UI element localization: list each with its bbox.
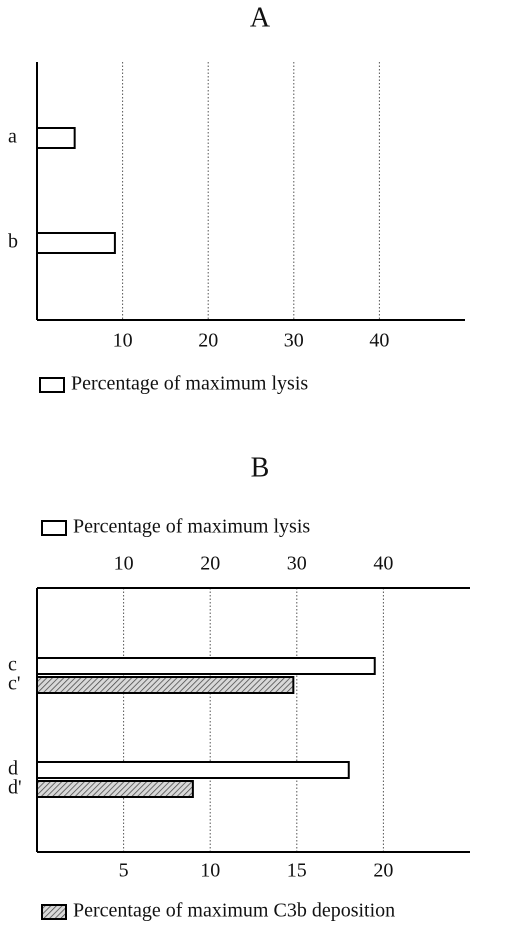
bar: [36, 676, 295, 694]
x-tick-label: 30: [284, 330, 304, 352]
bar: [36, 761, 350, 779]
x-tick-label: 40: [373, 553, 393, 575]
x2-tick-label: 10: [200, 860, 220, 882]
panels: A 10 20 30 40 a b Percentage of maximum lysis B 1…: [8, 2, 470, 922]
category-label: c': [8, 673, 20, 695]
x-tick-label: 10: [113, 330, 133, 352]
panel-title: B: [251, 452, 270, 483]
category-label: a: [8, 126, 17, 148]
category-label: c: [8, 654, 17, 676]
x-tick-label: 30: [287, 553, 307, 575]
legend-swatch: [41, 520, 67, 536]
x2-tick-label: 5: [119, 860, 129, 882]
x2-tick-label: 20: [373, 860, 393, 882]
bar: [36, 657, 376, 675]
category-label: d': [8, 777, 22, 799]
x-tick-label: 20: [200, 553, 220, 575]
bar: [36, 232, 116, 254]
legend-label: Percentage of maximum lysis: [73, 516, 310, 538]
legend-label: Percentage of maximum lysis: [71, 373, 308, 395]
legend-swatch: [39, 377, 65, 393]
bar: [36, 127, 76, 149]
x-tick-label: 10: [114, 553, 134, 575]
panel-title: A: [250, 2, 271, 33]
category-label: b: [8, 231, 18, 253]
category-label: d: [8, 758, 18, 780]
legend-swatch: [41, 904, 67, 920]
bar: [36, 780, 194, 798]
legend-label: Percentage of maximum C3b deposition: [73, 900, 395, 922]
x2-tick-label: 15: [287, 860, 307, 882]
x-tick-label: 20: [198, 330, 218, 352]
x-tick-label: 40: [369, 330, 389, 352]
